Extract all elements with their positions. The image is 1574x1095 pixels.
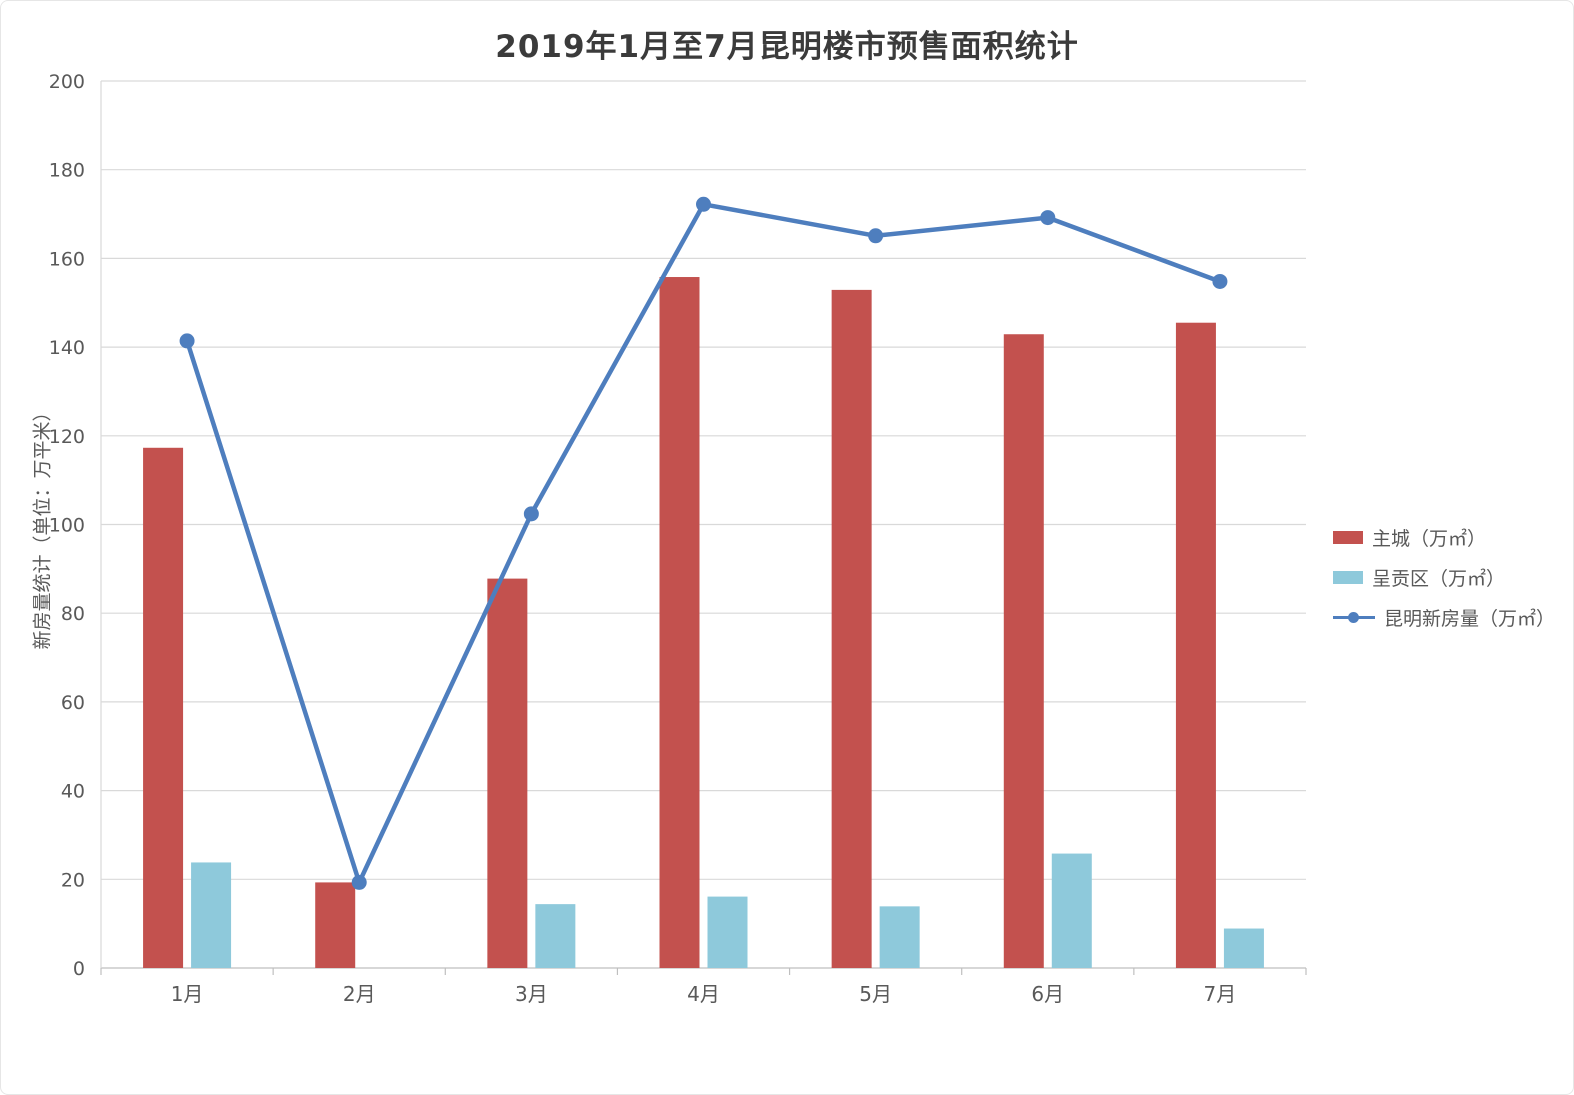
- legend-label-chenggong: 呈贡区（万㎡）: [1372, 568, 1506, 590]
- bar-zhucheng[interactable]: [831, 289, 872, 968]
- bar-zhucheng[interactable]: [1175, 322, 1216, 968]
- legend-item-zhucheng[interactable]: 主城（万㎡）: [1333, 524, 1555, 551]
- y-tick-label: 60: [61, 692, 85, 714]
- legend-line-dot: [1348, 612, 1359, 623]
- bar-chenggong[interactable]: [191, 862, 232, 968]
- x-tick-label: 1月: [171, 982, 204, 1006]
- legend-item-chenggong[interactable]: 呈贡区（万㎡）: [1333, 564, 1555, 591]
- line-marker[interactable]: [1040, 210, 1056, 226]
- x-tick-label: 6月: [1031, 982, 1064, 1006]
- y-tick-label: 200: [49, 71, 85, 93]
- y-tick-label: 120: [49, 426, 85, 448]
- legend-line-marker-icon: [1333, 610, 1375, 625]
- y-tick-label: 20: [61, 869, 85, 891]
- chart-title: 2019年1月至7月昆明楼市预售面积统计: [495, 29, 1079, 65]
- bar-zhucheng[interactable]: [315, 882, 356, 968]
- legend-label-newhomes: 昆明新房量（万㎡）: [1384, 608, 1556, 630]
- y-tick-label: 180: [49, 160, 85, 182]
- line-marker[interactable]: [351, 874, 367, 890]
- line-marker[interactable]: [1212, 273, 1228, 289]
- x-tick-label: 4月: [687, 982, 720, 1006]
- y-tick-label: 160: [49, 248, 85, 270]
- legend-label-zhucheng: 主城（万㎡）: [1372, 528, 1487, 550]
- bar-chenggong[interactable]: [707, 896, 748, 968]
- y-tick-label: 0: [73, 958, 85, 980]
- bar-chenggong[interactable]: [1051, 853, 1092, 968]
- x-tick-label: 7月: [1204, 982, 1237, 1006]
- bar-zhucheng[interactable]: [143, 447, 184, 968]
- bar-chenggong[interactable]: [879, 906, 920, 968]
- x-tick-label: 3月: [515, 982, 548, 1006]
- bar-zhucheng[interactable]: [659, 277, 700, 969]
- y-tick-label: 100: [49, 515, 85, 537]
- line-marker[interactable]: [523, 506, 539, 522]
- bar-zhucheng[interactable]: [487, 578, 528, 968]
- legend-item-newhomes[interactable]: 昆明新房量（万㎡）: [1333, 604, 1555, 631]
- x-tick-label: 2月: [343, 982, 376, 1006]
- line-marker[interactable]: [696, 196, 711, 212]
- bar-chenggong[interactable]: [1223, 928, 1264, 968]
- line-marker[interactable]: [868, 228, 884, 244]
- bar-zhucheng[interactable]: [1003, 334, 1044, 968]
- legend: 主城（万㎡） 呈贡区（万㎡） 昆明新房量（万㎡）: [1333, 524, 1555, 631]
- y-tick-label: 80: [61, 603, 85, 625]
- line-series-newhomes: [184, 202, 1223, 885]
- y-tick-label: 40: [61, 781, 85, 803]
- y-tick-label: 140: [49, 337, 85, 359]
- legend-swatch-chenggong-bar: [1333, 571, 1363, 584]
- line-marker[interactable]: [179, 333, 195, 349]
- x-tick-label: 5月: [859, 982, 892, 1006]
- legend-swatch-zhucheng-bar: [1333, 531, 1363, 544]
- bar-chenggong[interactable]: [535, 904, 576, 968]
